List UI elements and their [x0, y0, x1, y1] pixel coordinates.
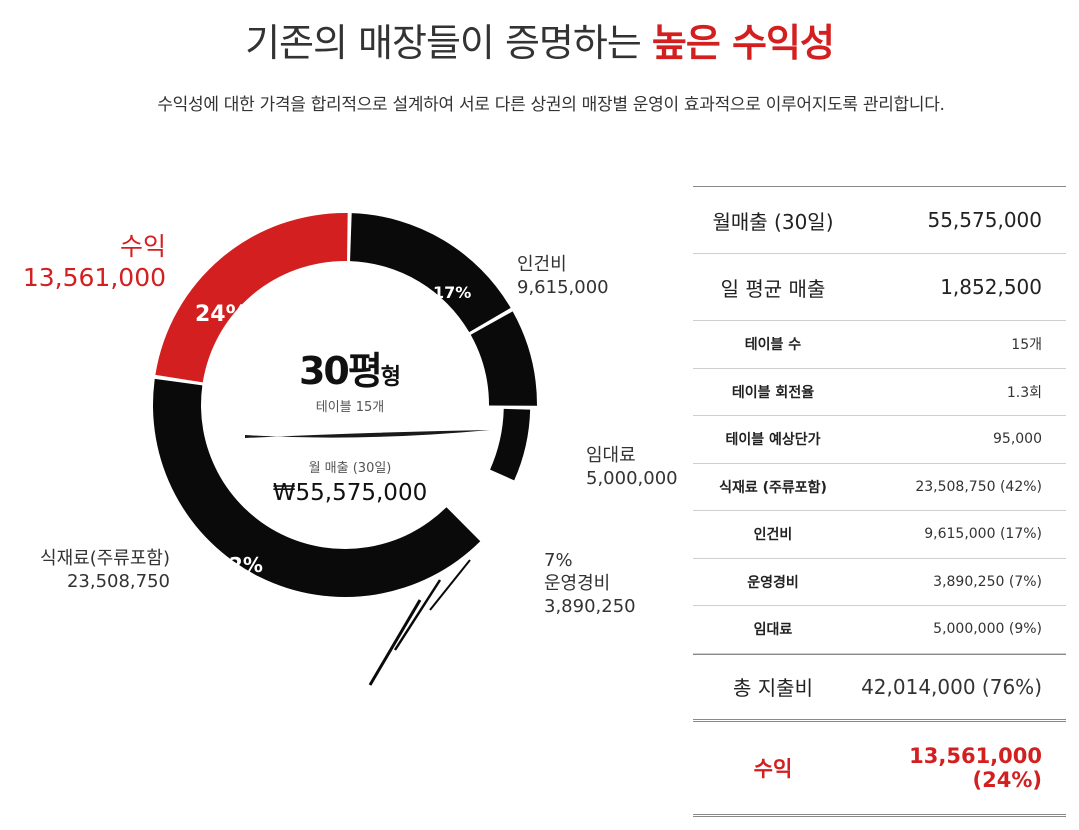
profit-value-percent: (24%) [972, 767, 1042, 792]
pct-label-rent: 9% [537, 445, 563, 463]
pct-label-labor: 17% [433, 283, 472, 302]
label-food-name: 식재료(주류포함) [40, 548, 170, 569]
table-row: 임대료 5,000,000 (9%) [693, 606, 1066, 654]
label-labor-value: 9,615,000 [517, 277, 609, 298]
total-value: 42,014,000 (76%) [861, 674, 1042, 699]
row-key: 운영경비 [747, 574, 799, 591]
table-row: 일 평균 매출 1,852,500 [693, 254, 1066, 321]
slice-food [152, 378, 481, 598]
store-size: 30평형 [270, 340, 430, 395]
row-value: 55,575,000 [927, 208, 1042, 232]
row-key: 일 평균 매출 [720, 276, 826, 301]
row-key: 월매출 (30일) [712, 209, 834, 234]
label-rent: 임대료 5,000,000 [586, 444, 678, 490]
row-value: 1.3회 [1006, 384, 1042, 401]
row-key: 식재료 (주류포함) [719, 479, 827, 496]
table-row-profit: 수익 13,561,000 (24%) [693, 722, 1066, 817]
label-labor: 인건비 9,615,000 [517, 253, 609, 299]
slice-ops [490, 408, 531, 481]
label-ops: 7% 운영경비 3,890,250 [544, 549, 636, 618]
page-title: 기존의 매장들이 증명하는 높은 수익성 [0, 12, 1079, 67]
revenue-table: 월매출 (30일) 55,575,000 일 평균 매출 1,852,500 테… [693, 186, 1066, 817]
row-key: 테이블 수 [744, 337, 802, 354]
monthly-sales-label: 월 매출 (30일) [308, 461, 392, 476]
title-highlight: 높은 수익성 [651, 21, 835, 65]
label-food-value: 23,508,750 [66, 571, 170, 592]
row-value: 5,000,000 (9%) [933, 621, 1042, 638]
profit-value: 13,561,000 (24%) [853, 744, 1066, 792]
store-size-number: 30평 [298, 349, 383, 393]
label-ops-pct: 7% [544, 550, 573, 571]
slice-rent [470, 311, 537, 406]
label-labor-name: 인건비 [517, 254, 567, 275]
label-profit: 수익 13,561,000 [20, 231, 166, 293]
label-profit-name: 수익 [119, 232, 166, 261]
table-row-total: 총 지출비 42,014,000 (76%) [693, 653, 1066, 722]
table-count: 테이블 15개 [315, 400, 385, 415]
label-ops-value: 3,890,250 [544, 596, 636, 617]
row-key: 임대료 [753, 622, 793, 639]
row-key: 인건비 [753, 527, 793, 544]
profit-key: 수익 [753, 756, 793, 781]
title-main: 기존의 매장들이 증명하는 [245, 21, 642, 65]
label-profit-value: 13,561,000 [22, 263, 166, 292]
table-row: 인건비 9,615,000 (17%) [693, 511, 1066, 559]
monthly-sales-value: ₩55,575,000 [272, 480, 428, 506]
row-value: 23,508,750 (42%) [915, 478, 1042, 495]
page-subtitle: 수익성에 대한 가격을 합리적으로 설계하여 서로 다른 상권의 매장별 운영이… [157, 95, 945, 115]
brush-tail-stroke [429, 559, 471, 611]
table-row: 월매출 (30일) 55,575,000 [693, 186, 1066, 254]
store-size-suffix: 형 [380, 365, 402, 390]
row-value: 95,000 [993, 431, 1042, 448]
row-value: 3,890,250 (7%) [933, 573, 1042, 590]
row-key: 테이블 회전율 [731, 384, 815, 401]
brush-tail-stroke [368, 599, 422, 686]
label-ops-name: 운영경비 [544, 573, 611, 594]
table-row: 운영경비 3,890,250 (7%) [693, 559, 1066, 606]
table-row: 테이블 회전율 1.3회 [693, 369, 1066, 416]
pct-label-food: 42% [215, 553, 263, 577]
total-key: 총 지출비 [733, 676, 813, 700]
brush-tail-stroke [393, 579, 442, 651]
slice-labor [350, 213, 511, 333]
table-row: 테이블 예상단가 95,000 [693, 416, 1066, 464]
row-value: 15개 [1011, 337, 1042, 354]
table-row: 식재료 (주류포함) 23,508,750 (42%) [693, 464, 1066, 511]
slice-profit [155, 212, 348, 383]
profit-value-amount: 13,561,000 [909, 743, 1042, 768]
label-rent-name: 임대료 [586, 445, 636, 466]
label-food: 식재료(주류포함) 23,508,750 [35, 547, 170, 593]
row-key: 테이블 예상단가 [725, 432, 821, 449]
row-value: 9,615,000 (17%) [924, 526, 1042, 543]
row-value: 1,852,500 [940, 275, 1042, 299]
table-row: 테이블 수 15개 [693, 321, 1066, 369]
pct-label-profit: 24% [195, 302, 248, 327]
donut-chart [152, 212, 537, 686]
center-divider-stroke [245, 430, 490, 438]
brush-end-cap [342, 550, 383, 591]
label-rent-value: 5,000,000 [586, 468, 678, 489]
